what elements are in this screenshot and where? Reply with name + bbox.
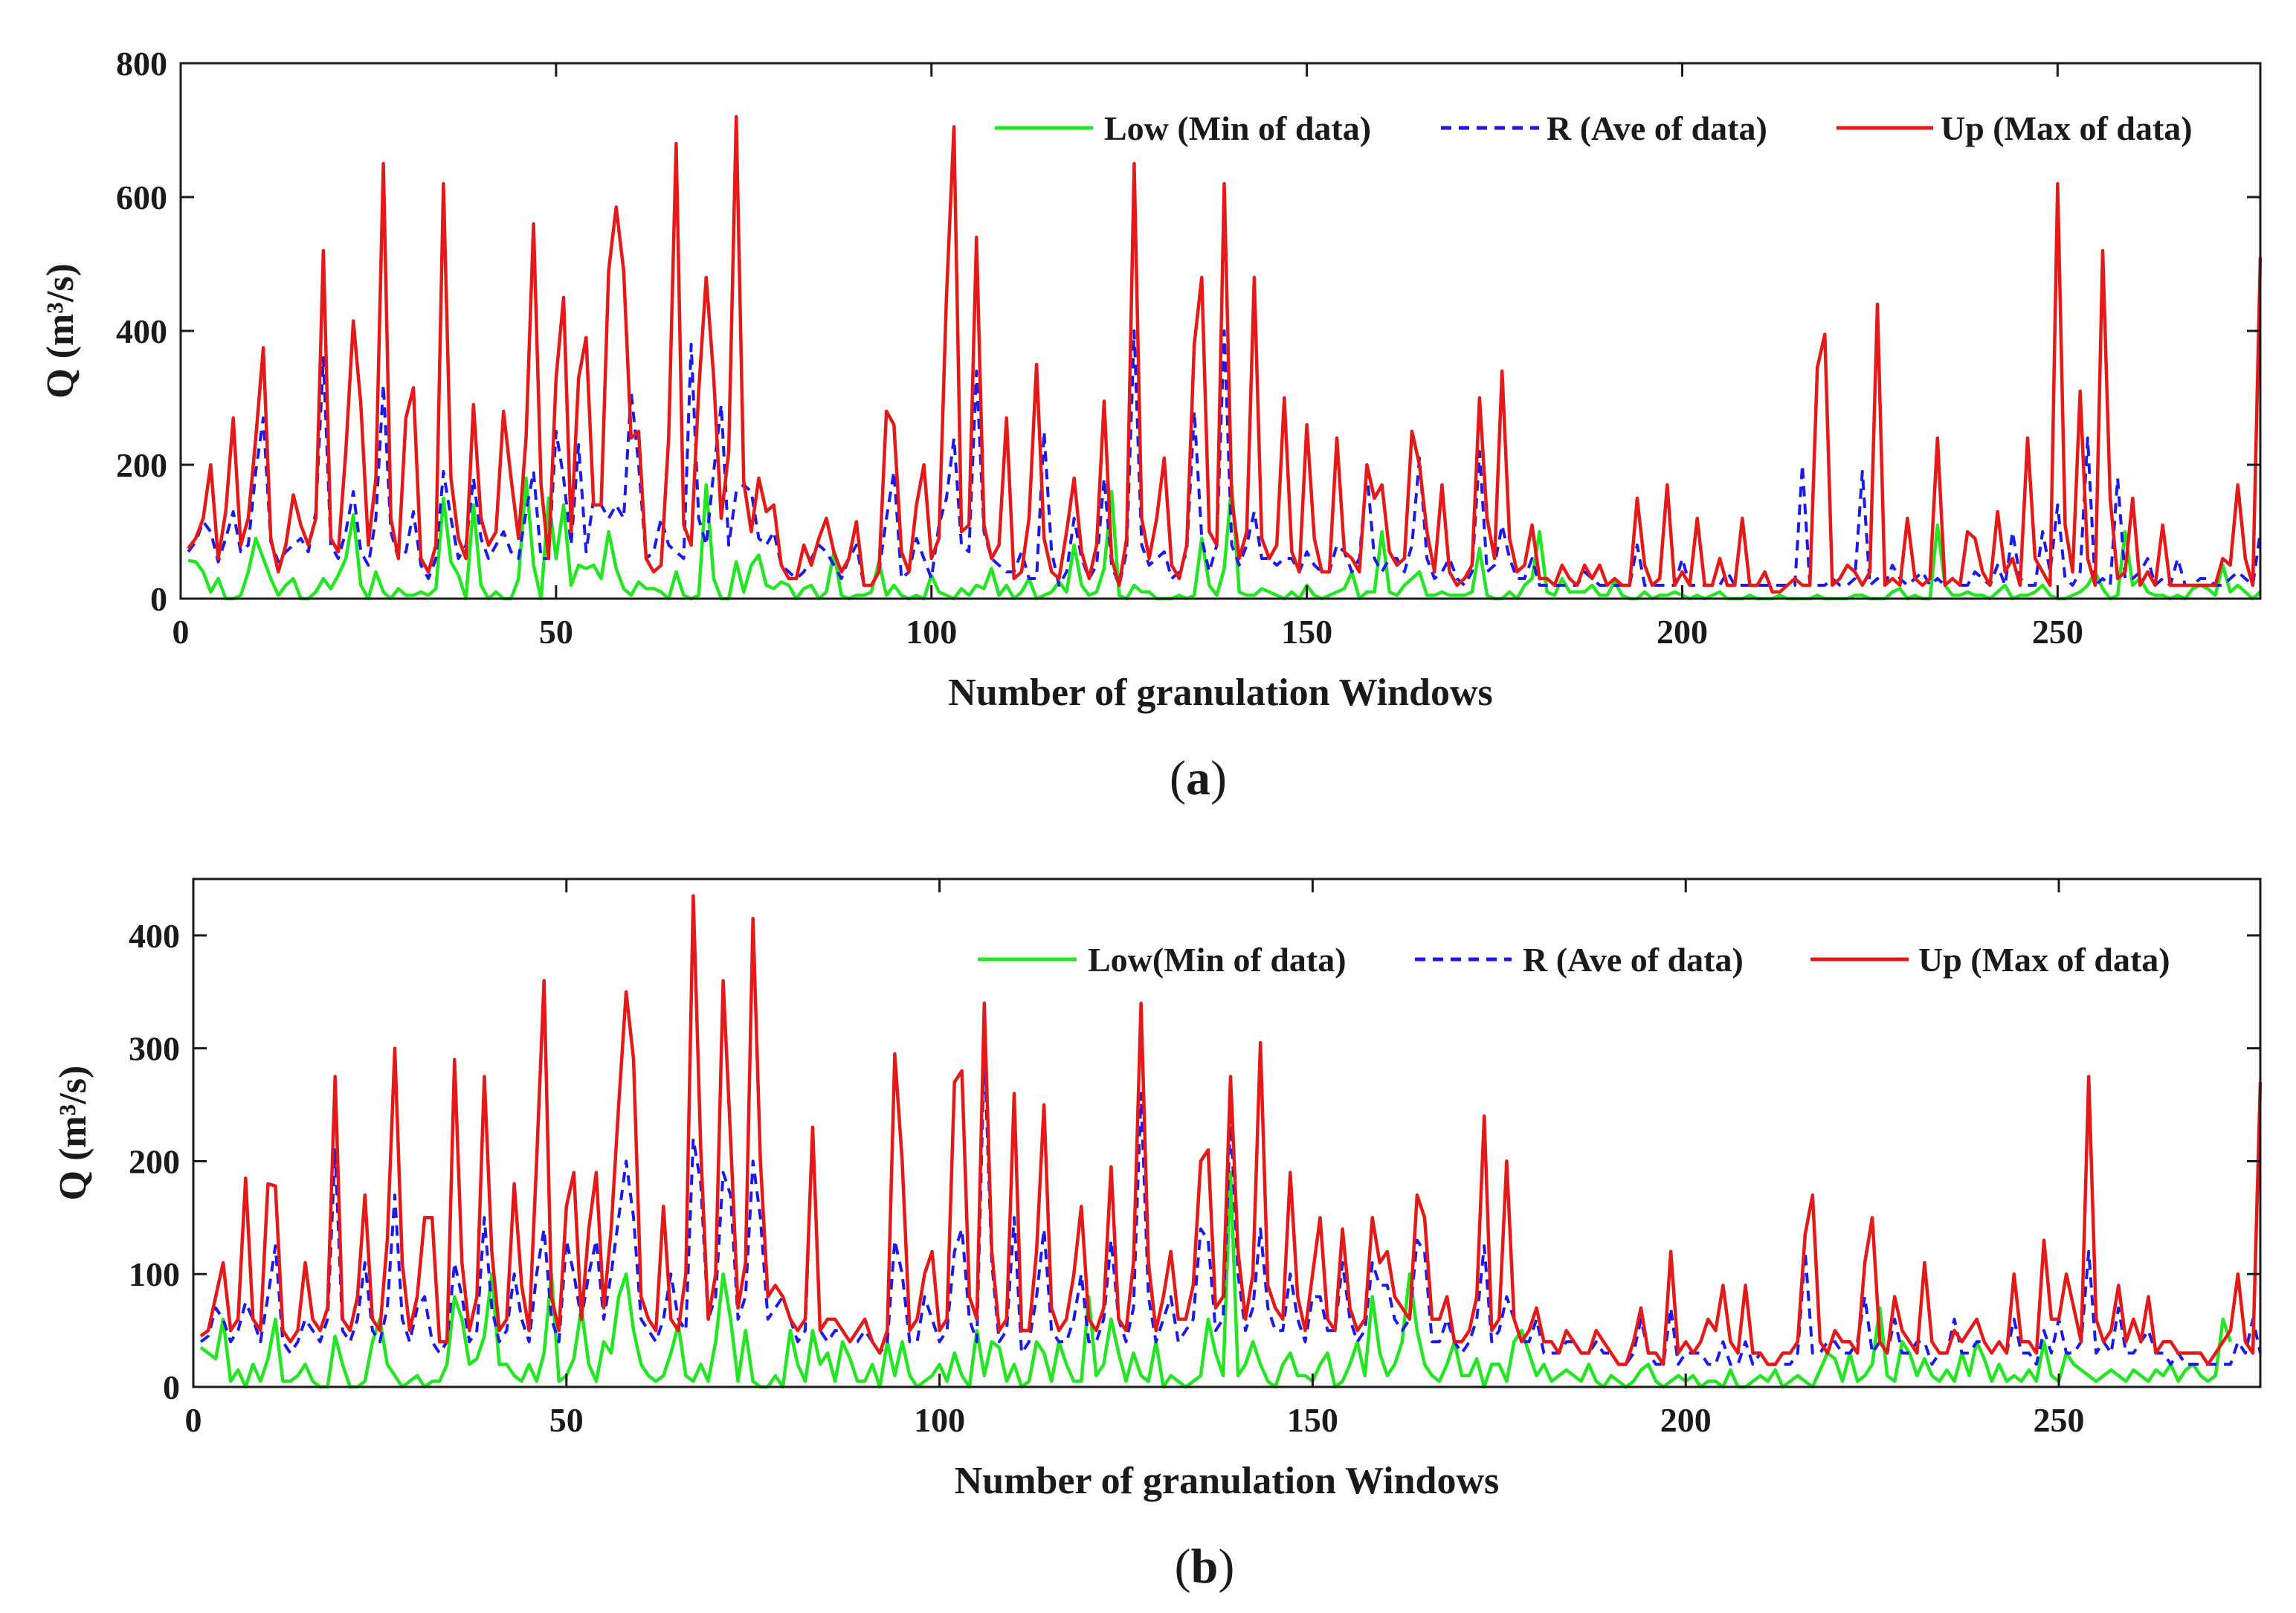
x-tick-label: 100 — [906, 613, 957, 651]
panel-caption: (b) — [1175, 1539, 1235, 1594]
x-tick-label: 250 — [2032, 613, 2083, 651]
y-tick-label: 100 — [129, 1255, 180, 1293]
y-tick-label: 200 — [116, 446, 167, 484]
x-tick-label: 200 — [1660, 1401, 1712, 1439]
legend-label: R (Ave of data) — [1523, 941, 1744, 979]
series-line-low — [187, 476, 2262, 601]
y-tick-label: 800 — [116, 45, 167, 83]
tick-layer: 0 50 100 150 200 250 0 100 200 300 400 — [129, 879, 2260, 1439]
plot-frame — [192, 878, 2262, 1388]
y-axis-title: Q (m³/s) — [52, 1066, 94, 1201]
x-axis-title: Number of granulation Windows — [948, 672, 1493, 714]
panel-caption: (a) — [1170, 751, 1227, 805]
y-tick-label: 400 — [129, 917, 180, 955]
caption-open: ( — [1170, 751, 1186, 805]
y-tick-label: 0 — [163, 1368, 180, 1406]
series-line-up — [199, 894, 2263, 1366]
x-tick-label: 0 — [172, 613, 190, 651]
series-line-low — [199, 1171, 2233, 1389]
series-layer — [199, 894, 2263, 1389]
legend-label: Low(Min of data) — [1088, 941, 1347, 979]
y-tick-label: 300 — [129, 1030, 180, 1068]
legend: Low (Min of data) R (Ave of data) Up (Max … — [995, 109, 2193, 147]
x-tick-label: 50 — [549, 1401, 584, 1439]
legend-label: Low (Min of data) — [1104, 109, 1371, 147]
y-axis-title: Q (m³/s) — [39, 263, 82, 399]
legend-label: Up (Max of data) — [1941, 109, 2193, 147]
x-tick-label: 150 — [1281, 613, 1332, 651]
x-tick-label: 100 — [914, 1401, 965, 1439]
x-axis-title: Number of granulation Windows — [955, 1460, 1500, 1502]
x-tick-label: 200 — [1657, 613, 1708, 651]
y-tick-label: 600 — [116, 178, 167, 216]
x-tick-label: 0 — [185, 1401, 202, 1439]
x-tick-label: 250 — [2034, 1401, 2085, 1439]
series-layer — [187, 115, 2263, 601]
y-tick-label: 400 — [116, 312, 167, 350]
x-tick-label: 150 — [1287, 1401, 1338, 1439]
caption-open: ( — [1175, 1539, 1191, 1594]
chart-panel-b: 0 50 100 150 200 250 0 100 200 300 400 Q (m³/s) Nu… — [52, 878, 2263, 1594]
x-tick-label: 50 — [539, 613, 573, 651]
caption-letter: b — [1191, 1539, 1219, 1594]
caption-close: ) — [1218, 1539, 1234, 1594]
tick-layer: 0 50 100 150 200 250 0 200 400 600 800 — [116, 45, 2260, 651]
y-tick-label: 0 — [150, 580, 167, 618]
caption-close: ) — [1210, 751, 1227, 805]
legend-label: R (Ave of data) — [1547, 109, 1767, 147]
caption-letter: a — [1186, 751, 1210, 805]
chart-panel-a: 0 50 100 150 200 250 0 200 400 600 800 Q (m³/s) Nu… — [39, 45, 2263, 805]
y-tick-label: 200 — [129, 1142, 180, 1180]
legend: Low(Min of data) R (Ave of data) Up (Max o… — [978, 941, 2170, 979]
series-line-up — [187, 115, 2263, 594]
legend-label: Up (Max of data) — [1918, 941, 2170, 979]
